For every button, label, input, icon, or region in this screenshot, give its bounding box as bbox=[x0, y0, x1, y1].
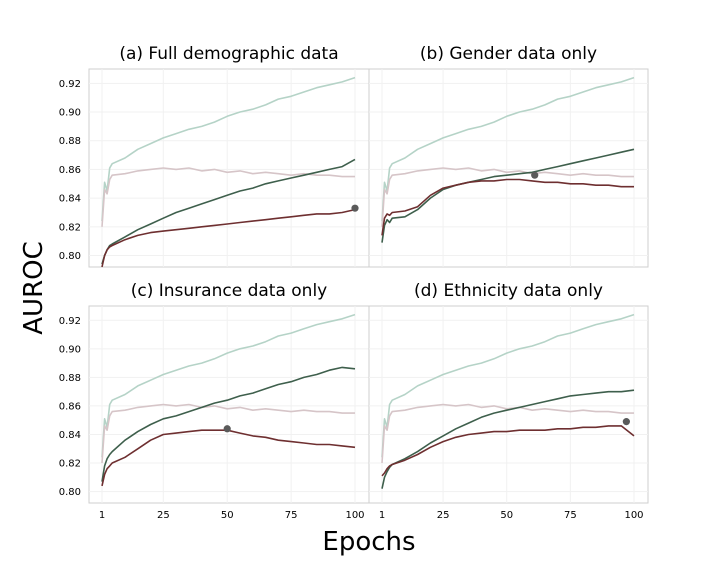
panel-title: (a) Full demographic data bbox=[119, 44, 338, 64]
x-tick-label: 75 bbox=[285, 510, 298, 521]
panel-c: 0.80 0.82 0.84 0.86 0.88 0.90 0.92 1 25 50 75 100 (c… bbox=[59, 281, 370, 521]
y-tick-label: 0.82 bbox=[59, 222, 81, 233]
x-tick-label: 100 bbox=[624, 510, 643, 521]
series-line-2 bbox=[381, 167, 634, 227]
x-tick-label: 50 bbox=[221, 510, 234, 521]
panel-title: (d) Ethnicity data only bbox=[414, 281, 603, 301]
marker-point bbox=[351, 204, 359, 212]
x-axis-label: Epochs bbox=[322, 527, 415, 557]
panel-title: (c) Insurance data only bbox=[131, 281, 327, 301]
y-tick-label: 0.86 bbox=[59, 401, 81, 412]
panel-b: (b) Gender data only bbox=[368, 44, 649, 268]
y-tick-label: 0.80 bbox=[59, 487, 81, 498]
y-tick-label: 0.84 bbox=[59, 430, 81, 441]
series-line-3 bbox=[101, 158, 356, 265]
series-line-1 bbox=[101, 313, 356, 458]
y-tick-label: 0.92 bbox=[59, 79, 81, 90]
y-tick-label: 0.80 bbox=[59, 251, 81, 262]
x-tick-label: 25 bbox=[157, 510, 170, 521]
x-tick-label: 1 bbox=[379, 510, 385, 521]
y-tick-label: 0.82 bbox=[59, 459, 81, 470]
y-tick-label: 0.86 bbox=[59, 165, 81, 176]
plot-area bbox=[368, 68, 649, 268]
plot-area bbox=[88, 305, 370, 504]
panel-d: 1 25 50 75 100 (d) Ethnicity data only bbox=[368, 281, 649, 521]
series-line-4 bbox=[381, 425, 635, 477]
x-tick-label: 75 bbox=[564, 510, 577, 521]
plot-area bbox=[368, 305, 649, 504]
series-line-4 bbox=[101, 429, 356, 487]
plot-area bbox=[88, 68, 370, 268]
series-line-2 bbox=[381, 403, 634, 464]
panel-title: (b) Gender data only bbox=[420, 44, 597, 64]
series-line-1 bbox=[381, 313, 635, 458]
marker-point bbox=[531, 171, 539, 179]
y-tick-label: 0.84 bbox=[59, 194, 81, 205]
y-tick-label: 0.90 bbox=[59, 344, 81, 355]
series-line-4 bbox=[101, 208, 356, 268]
y-tick-label: 0.88 bbox=[59, 136, 81, 147]
x-tick-label: 1 bbox=[99, 510, 105, 521]
x-tick-label: 50 bbox=[500, 510, 513, 521]
x-tick-label: 100 bbox=[345, 510, 364, 521]
x-tick-label: 25 bbox=[437, 510, 450, 521]
y-tick-label: 0.90 bbox=[59, 108, 81, 119]
series-line-1 bbox=[381, 76, 635, 222]
panels: 0.80 0.82 0.84 0.86 0.88 0.90 0.92 (a) Full dem… bbox=[59, 44, 649, 521]
y-axis-label: AUROC bbox=[19, 241, 49, 335]
series-line-1 bbox=[101, 76, 356, 222]
series-line-4 bbox=[381, 178, 634, 236]
marker-point bbox=[223, 425, 231, 433]
marker-point bbox=[622, 418, 630, 426]
y-tick-label: 0.88 bbox=[59, 373, 81, 384]
y-tick-label: 0.92 bbox=[59, 316, 81, 327]
series-line-2 bbox=[101, 403, 355, 464]
panel-a: 0.80 0.82 0.84 0.86 0.88 0.90 0.92 (a) Full dem… bbox=[59, 44, 370, 268]
series-line-3 bbox=[381, 148, 635, 243]
series-line-3 bbox=[101, 366, 356, 482]
